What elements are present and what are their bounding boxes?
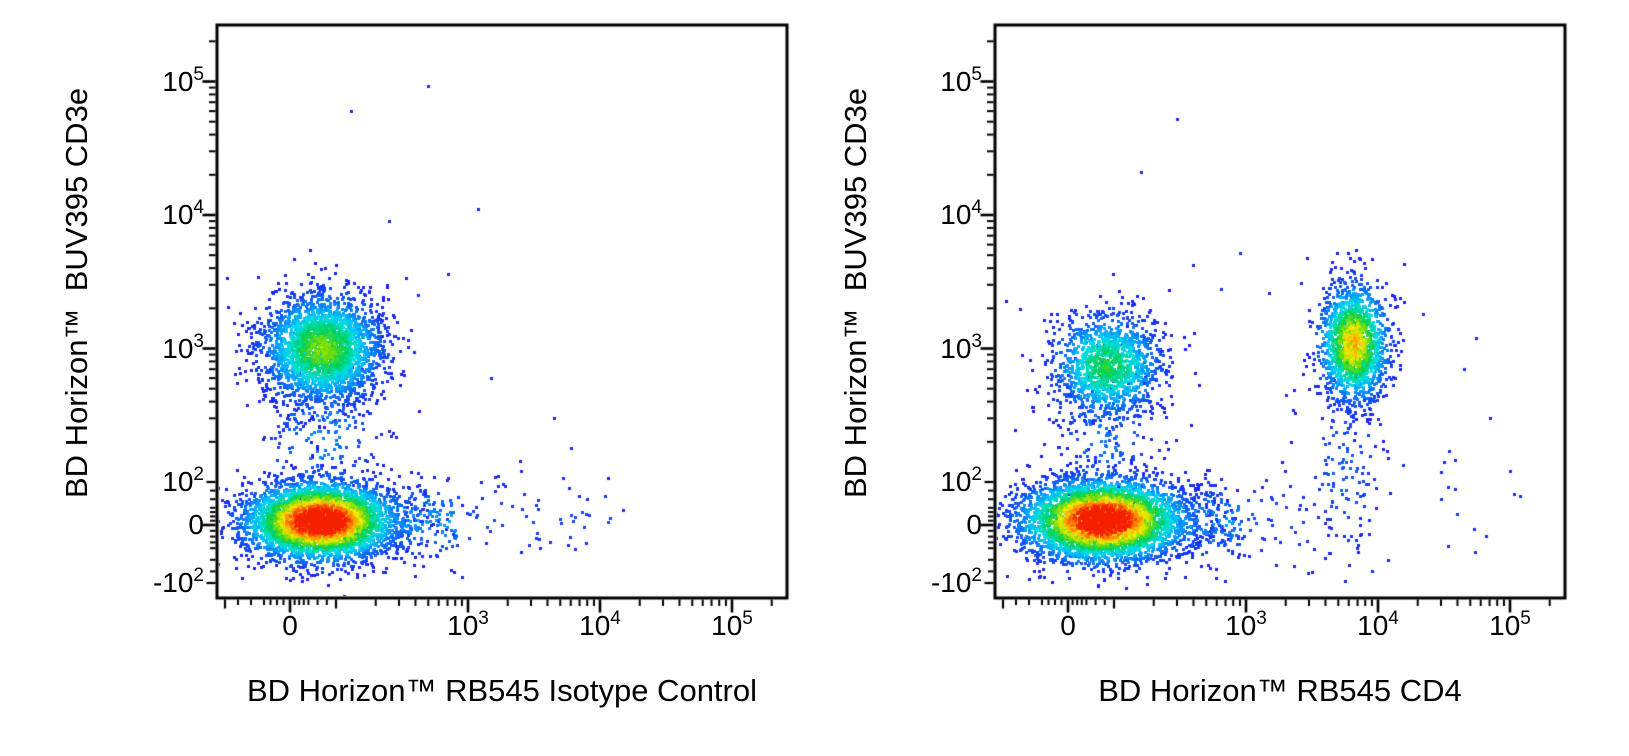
tick-base: 0 <box>188 509 204 540</box>
x-tick-label: 103 <box>447 609 489 641</box>
tick-base: 0 <box>1060 610 1076 641</box>
tick-base: 10 <box>940 199 972 230</box>
y-tick-label: 104 <box>940 198 982 230</box>
tick-exponent: 5 <box>971 63 982 85</box>
tick-exponent: 4 <box>193 197 204 218</box>
x-tick-label: 103 <box>1225 609 1267 641</box>
y-tick-label: 102 <box>940 465 982 497</box>
tick-exponent: 2 <box>971 565 982 586</box>
tick-base: 10 <box>940 466 972 497</box>
tick-base: 0 <box>282 610 298 641</box>
tick-base: 10 <box>162 65 194 97</box>
y-tick-label: 105 <box>940 65 982 97</box>
y-tick-label: 103 <box>162 332 204 364</box>
tick-exponent: 5 <box>193 63 204 85</box>
tick-exponent: 5 <box>1520 608 1531 629</box>
y-axis-title-left-cd3e: BD Horizon™ BUV395 CD3e <box>59 87 94 499</box>
tick-base: 0 <box>966 509 982 540</box>
x-tick-label: 104 <box>579 609 621 641</box>
tick-base: 10 <box>579 610 611 641</box>
tick-base: -10 <box>930 567 972 598</box>
tick-base: 10 <box>1489 610 1521 641</box>
tick-base: 10 <box>162 332 194 364</box>
tick-base: -10 <box>152 567 194 598</box>
tick-base: 10 <box>447 610 479 641</box>
tick-exponent: 4 <box>1388 608 1399 629</box>
tick-exponent: 2 <box>193 565 204 586</box>
x-tick-label: 105 <box>1489 609 1531 641</box>
tick-exponent: 3 <box>193 330 204 352</box>
tick-base: 10 <box>162 466 194 497</box>
y-tick-label: -102 <box>930 566 982 598</box>
x-tick-label: 105 <box>711 609 753 641</box>
tick-exponent: 2 <box>193 464 204 485</box>
y-tick-label: 103 <box>940 332 982 364</box>
tick-exponent: 3 <box>478 608 489 629</box>
tick-base: 10 <box>162 199 194 230</box>
tick-exponent: 5 <box>742 608 753 629</box>
y-tick-label: -102 <box>152 566 204 598</box>
tick-exponent: 2 <box>971 464 982 485</box>
tick-exponent: 4 <box>971 197 982 218</box>
y-axis-title-right-cd3e: BD Horizon™ BUV395 CD3e <box>838 87 873 499</box>
tick-exponent: 3 <box>1256 608 1267 629</box>
x-axis-title-isotype-control: BD Horizon™ RB545 Isotype Control <box>246 673 758 708</box>
x-axis-title-cd4: BD Horizon™ RB545 CD4 <box>1098 673 1462 708</box>
tick-base: 10 <box>1225 610 1257 641</box>
y-tick-label: 0 <box>966 511 982 539</box>
tick-exponent: 4 <box>610 608 621 629</box>
x-tick-label: 0 <box>1060 612 1076 640</box>
y-tick-label: 102 <box>162 465 204 497</box>
y-tick-label: 105 <box>162 65 204 97</box>
x-tick-label: 0 <box>282 612 298 640</box>
tick-base: 10 <box>1357 610 1389 641</box>
tick-base: 10 <box>940 332 972 364</box>
tick-exponent: 3 <box>971 330 982 352</box>
y-tick-label: 104 <box>162 198 204 230</box>
tick-base: 10 <box>940 65 972 97</box>
x-tick-label: 104 <box>1357 609 1399 641</box>
tick-base: 10 <box>711 610 743 641</box>
y-tick-label: 0 <box>188 511 204 539</box>
